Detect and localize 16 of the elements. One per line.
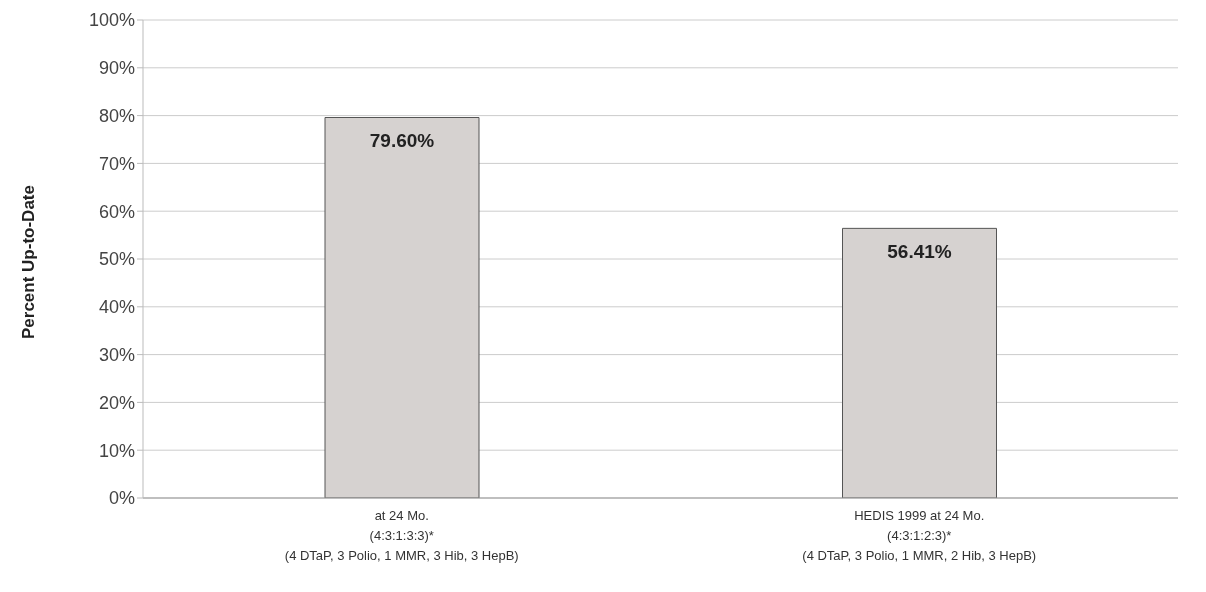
y-tick-label: 30% <box>98 344 135 365</box>
y-tick-label: 100% <box>88 10 135 31</box>
y-tick-label: 20% <box>98 392 135 413</box>
data-label: 79.60% <box>369 130 435 151</box>
y-tick-label: 60% <box>98 201 135 222</box>
y-tick-label: 40% <box>98 297 135 318</box>
x-tick-label: HEDIS 1999 at 24 Mo. (4:3:1:2:3)* (4 DTaP, 3 Polio, 1 MMR, 2 Hib, 3 HepB) <box>802 508 1037 563</box>
y-tick-label: 70% <box>98 153 135 174</box>
y-tick-label: 50% <box>98 249 135 270</box>
y-tick-label: 90% <box>98 58 135 79</box>
y-tick-label: 80% <box>98 105 135 126</box>
x-tick-label: at 24 Mo. (4:3:1:3:3)* (4 DTaP, 3 Polio, 1 MMR, 3 Hib, 3 HepB) <box>284 508 519 563</box>
data-label: 56.41% <box>887 240 952 262</box>
y-tick-label: 10% <box>98 440 135 461</box>
y-axis-title: Percent Up-to-Date <box>19 185 39 339</box>
y-tick-label: 0% <box>108 488 135 509</box>
